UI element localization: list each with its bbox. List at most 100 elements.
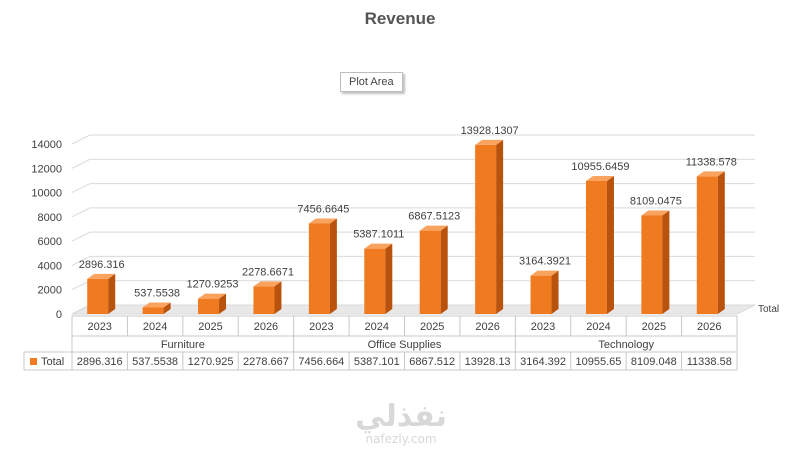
bar-top [419, 225, 448, 231]
bar-front [475, 144, 497, 314]
y-tick-label: 10000 [31, 188, 62, 200]
bar-top [253, 281, 282, 287]
category-label: Furniture [161, 339, 205, 351]
bar-top [308, 218, 337, 224]
bar-top [585, 175, 614, 181]
y-tick-label: 6000 [38, 236, 62, 248]
gridline-depth [71, 255, 91, 266]
y-tick-label: 4000 [38, 260, 62, 272]
bar-side [274, 281, 282, 314]
table-cell: 10955.65 [576, 356, 622, 368]
data-label: 1270.9253 [187, 279, 239, 291]
data-label: 7456.6645 [297, 203, 349, 215]
bar-side [496, 139, 504, 314]
x-tick-label: 2026 [254, 321, 278, 333]
bar-side [717, 171, 725, 314]
gridline-depth [71, 183, 91, 194]
bar-top [530, 270, 559, 276]
data-label: 10955.6459 [571, 161, 629, 173]
bar-top [87, 273, 116, 279]
legend-swatch [30, 358, 37, 365]
series-label: Total [758, 304, 779, 315]
x-tick-label: 2023 [309, 321, 333, 333]
bar-side [108, 273, 116, 314]
gridline-depth [71, 280, 91, 291]
y-tick-label: 8000 [38, 212, 62, 224]
data-label: 2896.316 [79, 259, 125, 271]
chart-title: Revenue [365, 9, 436, 28]
y-tick-label: 12000 [31, 163, 62, 175]
table-cell: 6867.512 [409, 356, 455, 368]
table-cell: 1270.925 [188, 356, 234, 368]
category-label: Technology [598, 339, 654, 351]
bar-front [142, 307, 164, 314]
y-tick-label: 0 [56, 309, 62, 321]
bar-top [142, 302, 171, 308]
bar-front [198, 298, 220, 314]
bar-front [696, 176, 718, 314]
table-cell: 2278.667 [243, 356, 289, 368]
bar-top [364, 243, 393, 249]
bar-side [440, 225, 448, 314]
x-tick-label: 2024 [143, 321, 167, 333]
x-tick-label: 2026 [475, 321, 499, 333]
table-cell: 8109.048 [631, 356, 677, 368]
y-tick-label: 2000 [38, 285, 62, 297]
gridline-depth [71, 231, 91, 242]
bar-top [641, 210, 670, 216]
data-label: 11338.578 [686, 156, 737, 168]
table-cell: 13928.13 [465, 356, 511, 368]
data-label: 537.5538 [134, 287, 180, 299]
bar-side [163, 302, 171, 314]
bar-top [475, 139, 504, 145]
bar-side [606, 175, 614, 314]
watermark: نفذلي nafezly.com [346, 399, 456, 447]
bar-front [87, 278, 109, 314]
category-label: Office Supplies [368, 339, 442, 351]
data-label: 2278.6671 [242, 266, 294, 278]
x-tick-label: 2025 [420, 321, 444, 333]
table-cell: 11338.58 [687, 356, 732, 368]
x-tick-label: 2025 [198, 321, 222, 333]
table-cell: 7456.664 [298, 356, 344, 368]
x-tick-label: 2023 [87, 321, 111, 333]
gridline-depth [71, 207, 91, 218]
x-tick-label: 2023 [531, 321, 555, 333]
bar-top [696, 171, 725, 177]
table-cell: 2896.316 [77, 356, 123, 368]
bar-top [198, 293, 227, 299]
x-tick-label: 2026 [697, 321, 721, 333]
bar-front [585, 180, 607, 314]
bar-side [219, 293, 227, 314]
watermark-logo: نفذلي [355, 399, 447, 434]
bar-front [641, 215, 663, 314]
x-tick-label: 2024 [365, 321, 389, 333]
gridline-depth [71, 134, 91, 145]
bar-front [530, 275, 552, 314]
bar-side [329, 218, 337, 314]
x-tick-label: 2025 [642, 321, 666, 333]
bar-front [253, 286, 275, 314]
watermark-url: nafezly.com [365, 432, 437, 446]
bar-side [551, 270, 559, 314]
bar-side [662, 210, 670, 314]
data-label: 3164.3921 [519, 256, 571, 268]
bar-front [364, 248, 386, 314]
y-tick-label: 14000 [31, 139, 62, 151]
chart-floor [71, 304, 756, 315]
plot-area-tooltip: Plot Area [340, 72, 403, 92]
legend-label: Total [41, 356, 64, 368]
bar-side [385, 243, 393, 314]
gridline-depth [71, 158, 91, 169]
data-label: 5387.1011 [353, 229, 404, 241]
table-cell: 537.5538 [132, 356, 178, 368]
x-tick-label: 2024 [586, 321, 610, 333]
bar-front [308, 223, 330, 314]
data-label: 13928.1307 [461, 125, 519, 137]
bar-front [419, 230, 441, 314]
data-label: 6867.5123 [408, 211, 460, 223]
data-label: 8109.0475 [630, 196, 682, 208]
table-cell: 5387.101 [354, 356, 400, 368]
table-cell: 3164.392 [520, 356, 566, 368]
